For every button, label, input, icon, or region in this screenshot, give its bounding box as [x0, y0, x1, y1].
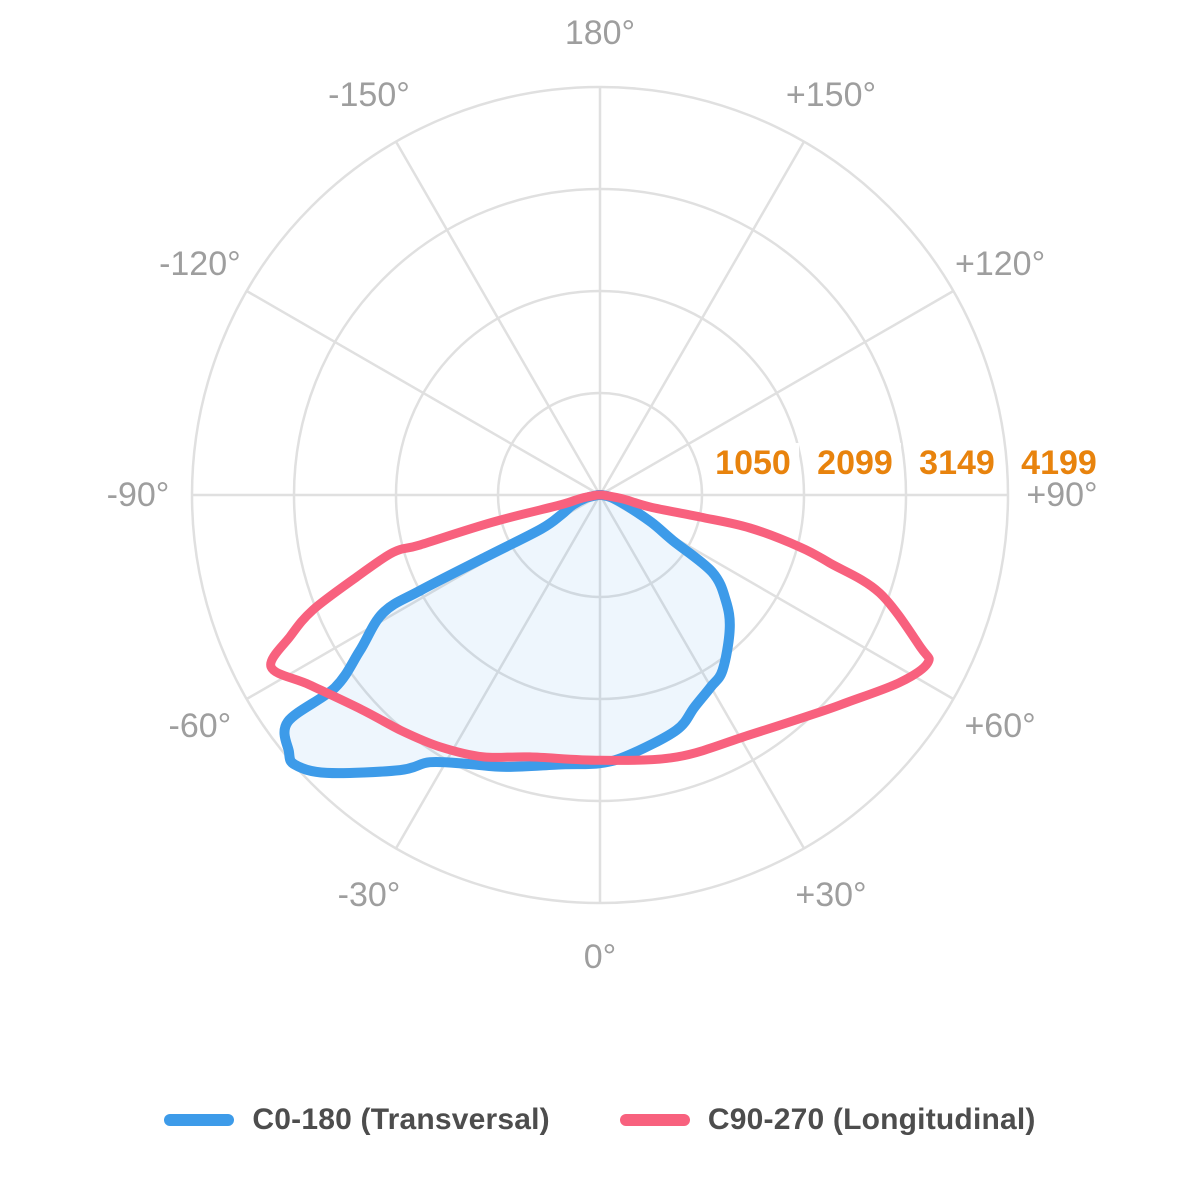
radial-tick-label: 4199	[1021, 444, 1097, 482]
polar-grid-spoke	[246, 289, 601, 497]
angle-label: +90°	[1026, 476, 1097, 514]
angle-label: -150°	[328, 76, 410, 114]
radial-tick-label: 1050	[715, 444, 791, 482]
polar-grid-spoke	[599, 289, 954, 497]
legend-item-c90-270[interactable]: C90-270 (Longitudinal)	[619, 1103, 1036, 1137]
angle-label: -90°	[107, 476, 170, 514]
radial-tick-backdrop	[809, 443, 901, 483]
angle-label: +30°	[795, 876, 866, 914]
polar-grid-spoke	[394, 141, 602, 496]
radial-tick-label: 2099	[817, 444, 893, 482]
legend-label-c0-180: C0-180 (Transversal)	[252, 1103, 550, 1136]
chart-legend: C0-180 (Transversal) C90-270 (Longitudin…	[0, 1103, 1200, 1137]
angle-label: 0°	[584, 938, 617, 976]
legend-swatch-c90-270-icon	[619, 1114, 690, 1126]
angle-label: -30°	[338, 876, 401, 914]
polar-grid-spoke	[394, 494, 602, 849]
radial-tick-backdrop	[707, 443, 799, 483]
legend-item-c0-180[interactable]: C0-180 (Transversal)	[164, 1103, 550, 1137]
radial-tick-backdrop	[1013, 443, 1105, 483]
angle-label: -120°	[159, 245, 241, 283]
angle-label: +150°	[786, 76, 876, 114]
angle-label: 180°	[565, 14, 635, 52]
angle-label: -60°	[169, 707, 232, 745]
radial-tick-backdrop	[911, 443, 1003, 483]
polar-grid-spoke	[598, 141, 806, 496]
angle-label: +60°	[964, 707, 1035, 745]
radial-tick-label: 3149	[919, 444, 995, 482]
polar-grid-spoke	[598, 494, 806, 849]
angle-label: +120°	[955, 245, 1045, 283]
series-curve-c90-270	[266, 490, 934, 765]
series-curve-c0-180	[279, 490, 735, 779]
legend-swatch-c0-180-icon	[164, 1114, 235, 1126]
legend-label-c90-270: C90-270 (Longitudinal)	[707, 1103, 1036, 1136]
